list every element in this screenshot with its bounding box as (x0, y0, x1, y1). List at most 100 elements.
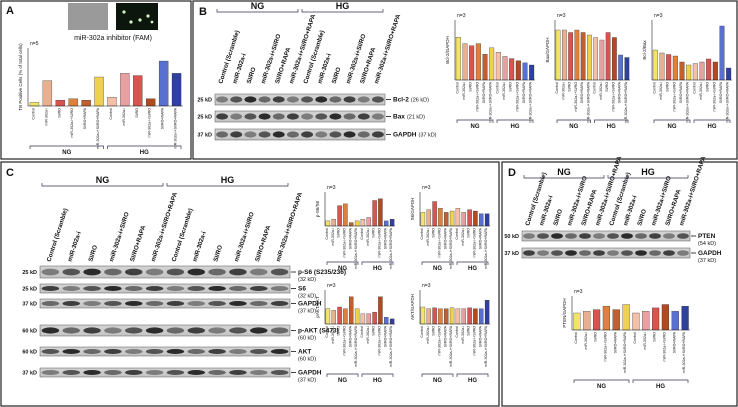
blot-band (166, 348, 185, 355)
blot-band (270, 369, 289, 376)
blot-membrane (39, 265, 291, 279)
y-axis-label: Bcl-2/Bax (642, 40, 647, 60)
band-size: (60 kD) (298, 336, 316, 342)
group-label: NG (597, 384, 606, 390)
mw-marker: 37 kD (504, 251, 519, 257)
blot-band (41, 268, 60, 276)
blot-band (244, 96, 257, 103)
bar (522, 62, 528, 81)
bar (432, 307, 437, 325)
x-tick-label: SI/RO (135, 108, 139, 118)
group-label: HG (641, 167, 655, 177)
x-tick-label: miR-302a-i+SI/RO (437, 326, 441, 356)
lane-label: miR-302a-i (316, 52, 332, 84)
group-bracket (166, 183, 289, 187)
blot-band (229, 327, 247, 334)
group-bracket (653, 119, 691, 123)
x-tick-label: Control (652, 82, 656, 94)
x-tick-label: miR-302a-i+SI/RO (712, 82, 716, 112)
bar (372, 200, 377, 227)
bar (719, 25, 725, 81)
sample-size: n=5 (30, 41, 39, 47)
bar (349, 296, 354, 325)
group-bracket (607, 175, 689, 179)
blot-membrane (39, 346, 291, 357)
band-name: GAPDH (698, 250, 722, 257)
x-tick-label: miR-302a-i (426, 228, 430, 246)
bar (495, 51, 501, 81)
blot-band (286, 131, 299, 138)
bar (568, 32, 573, 81)
x-tick-label: miR-302a-i+SI/RO (377, 228, 381, 258)
x-tick-label: miR-302a-i+SI/RO (148, 108, 152, 138)
bar (438, 208, 443, 227)
blot-band (258, 131, 271, 138)
bar (562, 29, 567, 81)
bar (467, 307, 472, 325)
band-name: p-AKT (S473) (298, 328, 339, 335)
lane-label: SI/RO (331, 66, 343, 84)
bar (502, 56, 508, 81)
blot-band (230, 131, 243, 138)
bar (692, 63, 698, 81)
blot-band (83, 285, 101, 292)
band-label: PTEN (698, 233, 716, 240)
x-tick-label: SI/RO+RAPA (613, 331, 617, 353)
bar (484, 300, 490, 325)
bar (706, 58, 712, 81)
x-tick-label: SI/RO+RAPA (672, 331, 676, 353)
band-size: (54 kD) (698, 241, 716, 247)
group-label: NG (471, 124, 480, 130)
lane-label: miR-302a-i+SI/RO (108, 211, 131, 263)
group-bracket (594, 119, 629, 123)
band-label: AKT (298, 349, 311, 356)
x-tick-label: miR-302a-i+SI/RO (672, 82, 676, 112)
x-tick-label: SI/RO (372, 326, 376, 336)
x-tick-label: miR-302a-i+SI/RO+RAPA (682, 331, 686, 373)
bar (489, 47, 495, 81)
blot-band (41, 369, 60, 376)
band-name: S6 (298, 286, 306, 293)
lane-label: Control (Scramble) (171, 207, 195, 262)
band-name: p-S6 (S235/236) (298, 269, 346, 276)
x-tick-label: SI/RO+RAPA (482, 81, 486, 103)
bar (455, 36, 461, 81)
sample-size: n=3 (574, 289, 583, 295)
lane-label: SI/RO (636, 208, 648, 226)
bar (583, 311, 591, 331)
blot-band (208, 300, 226, 307)
blot-band (315, 131, 328, 138)
group-label: NG (433, 378, 442, 384)
bar (651, 307, 660, 331)
x-tick-label: Control (574, 332, 578, 344)
bar (686, 64, 692, 81)
group-bracket (456, 373, 489, 377)
x-tick-label: miR-302a-i+SI/RO (475, 82, 479, 112)
bar (133, 75, 143, 107)
x-tick-label: miR-302a-i+SI/RO+RAPA (389, 227, 393, 269)
blot-band (537, 233, 549, 239)
x-tick-label: SI/RO (568, 82, 572, 92)
x-tick-label: SI/RO (605, 82, 609, 92)
x-tick-label: SI/RO+RAPA (580, 81, 584, 103)
x-tick-label: SI/RO (706, 82, 710, 92)
band-label: p-S6 (S235/236) (298, 269, 346, 276)
mw-marker: 60 kD (22, 329, 37, 335)
x-tick-label: miR-302a-i (331, 326, 335, 344)
bar (712, 61, 718, 81)
y-axis-label: PTEN/GAPDH (562, 298, 567, 327)
x-tick-label: miR-302a-i (584, 332, 588, 350)
blot-membrane (39, 367, 291, 378)
fluorescent-cells (122, 10, 154, 24)
blot-membrane (39, 324, 291, 337)
blot-band (258, 113, 271, 120)
bar (612, 309, 620, 331)
blot-band (649, 233, 661, 239)
x-tick-label: SI/RO (467, 228, 471, 238)
x-tick-label: SI/RO+RAPA (383, 325, 387, 347)
group-bracket (326, 261, 359, 265)
x-tick-label: miR-302a-i (502, 82, 506, 100)
group-label: HG (708, 124, 717, 130)
blot-band (166, 268, 185, 276)
sample-size: n=3 (422, 185, 431, 191)
